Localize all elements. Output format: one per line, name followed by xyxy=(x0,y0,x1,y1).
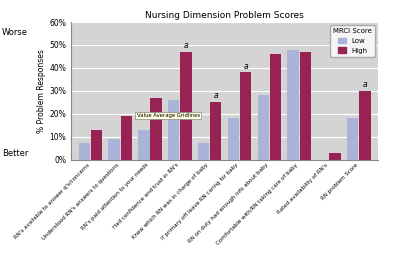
Text: a: a xyxy=(214,91,218,100)
Text: Had confidence and trust in RN's: Had confidence and trust in RN's xyxy=(112,162,180,230)
Bar xyxy=(78,144,90,160)
Text: Worse: Worse xyxy=(2,28,28,37)
Y-axis label: % Problem Responses: % Problem Responses xyxy=(37,49,46,133)
Text: RN's available to answer q's/concerns: RN's available to answer q's/concerns xyxy=(13,162,90,240)
Bar xyxy=(228,118,239,160)
Bar xyxy=(347,118,359,160)
Bar xyxy=(359,91,371,160)
Text: RN on duty had enough info about baby: RN on duty had enough info about baby xyxy=(188,162,269,244)
Text: Knew which RN was in charge of baby: Knew which RN was in charge of baby xyxy=(132,162,210,240)
Bar xyxy=(210,102,221,160)
Legend: Low, High: Low, High xyxy=(330,26,375,57)
Text: If primary off leave RN caring for baby: If primary off leave RN caring for baby xyxy=(161,162,240,241)
Text: RN problem Score: RN problem Score xyxy=(320,162,359,201)
Bar xyxy=(287,50,299,160)
Bar xyxy=(138,130,150,159)
Bar xyxy=(198,144,209,160)
Bar xyxy=(299,52,311,160)
Bar xyxy=(121,116,132,160)
Text: Comfortable with/RN taking care of baby: Comfortable with/RN taking care of baby xyxy=(216,162,299,246)
Text: RN's paid attention to your needs: RN's paid attention to your needs xyxy=(81,162,150,231)
Bar xyxy=(108,139,120,160)
Bar xyxy=(270,54,281,160)
Text: Better: Better xyxy=(2,148,28,158)
Text: a: a xyxy=(362,80,367,89)
Text: Understood RN's answers to questions: Understood RN's answers to questions xyxy=(42,162,120,241)
Bar xyxy=(168,100,179,160)
Bar xyxy=(258,95,269,160)
Text: a: a xyxy=(184,41,188,50)
Bar xyxy=(91,130,102,159)
Title: Nursing Dimension Problem Scores: Nursing Dimension Problem Scores xyxy=(145,11,304,20)
Bar xyxy=(180,52,191,160)
Text: a: a xyxy=(243,62,248,71)
Text: Rated availability of RN's: Rated availability of RN's xyxy=(277,162,329,215)
Bar xyxy=(329,153,341,159)
Bar xyxy=(240,72,251,160)
Text: Value Average Gridlines: Value Average Gridlines xyxy=(137,113,200,118)
Bar xyxy=(151,98,162,160)
